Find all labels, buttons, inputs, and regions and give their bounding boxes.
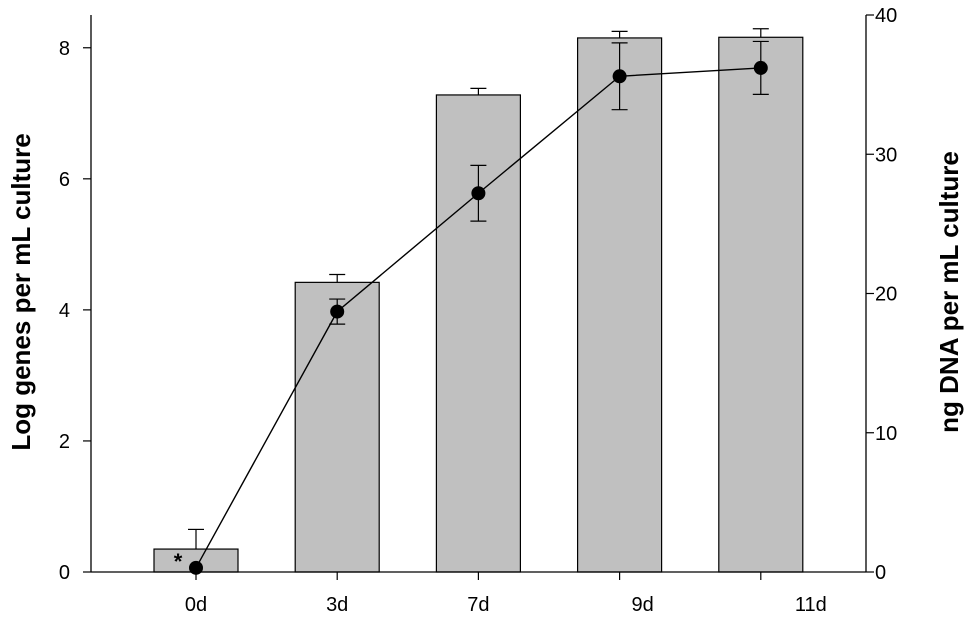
x-tick-label-7d: 7d	[467, 594, 489, 616]
bar-9d	[576, 37, 663, 573]
line-point-9d	[612, 69, 627, 84]
y-tick-label-2: 2	[59, 431, 70, 453]
y-axis-title: Log genes per mL culture	[6, 133, 36, 450]
y2-tick-label-10: 10	[875, 423, 897, 445]
y2-tick-label-40: 40	[875, 5, 897, 27]
y2-axis-title: ng DNA per mL culture	[934, 151, 964, 433]
line-point-7d	[471, 186, 486, 201]
line-point-11d	[753, 60, 768, 75]
y-tick-label-4: 4	[59, 300, 70, 322]
bar-11d	[718, 36, 804, 573]
x-tick-label-3d: 3d	[326, 594, 348, 616]
axes: 0 2 4 6 8 0 10 20 30 40 0d 3d 7d 9d 11d	[59, 5, 897, 616]
y2-tick-label-30: 30	[875, 144, 897, 166]
annotation-0: *	[174, 549, 183, 574]
y-tick-label-0: 0	[59, 562, 70, 584]
y2-tick-label-20: 20	[875, 284, 897, 306]
y2-tick-label-0: 0	[875, 562, 886, 584]
x-tick-label-0d: 0d	[185, 594, 207, 616]
y-tick-label-8: 8	[59, 38, 70, 60]
y-tick-label-6: 6	[59, 169, 70, 191]
bar-3d	[294, 281, 380, 573]
line-point-0d	[189, 560, 203, 575]
line-series	[189, 40, 769, 575]
bar-series: *	[153, 28, 804, 574]
x-tick-label-9d: 9d	[631, 594, 653, 616]
line-point-3d	[330, 304, 345, 319]
x-tick-label-11d: 11d	[795, 594, 827, 616]
